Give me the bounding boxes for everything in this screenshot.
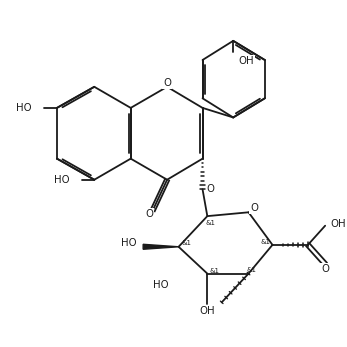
Text: O: O — [145, 209, 153, 219]
Text: &1: &1 — [247, 266, 257, 273]
Text: HO: HO — [16, 103, 32, 113]
Text: O: O — [206, 184, 214, 194]
Text: O: O — [250, 203, 258, 213]
Text: HO: HO — [153, 280, 169, 290]
Text: O: O — [321, 264, 329, 274]
Text: OH: OH — [200, 306, 215, 316]
Text: O: O — [163, 78, 171, 88]
Text: &1: &1 — [210, 268, 220, 274]
Text: &1: &1 — [206, 220, 216, 226]
Text: &1: &1 — [261, 239, 271, 245]
Text: HO: HO — [54, 175, 69, 185]
Text: OH: OH — [330, 219, 346, 229]
Polygon shape — [143, 244, 179, 249]
Text: &1: &1 — [181, 240, 191, 246]
Text: OH: OH — [238, 56, 254, 66]
Text: HO: HO — [121, 238, 136, 248]
